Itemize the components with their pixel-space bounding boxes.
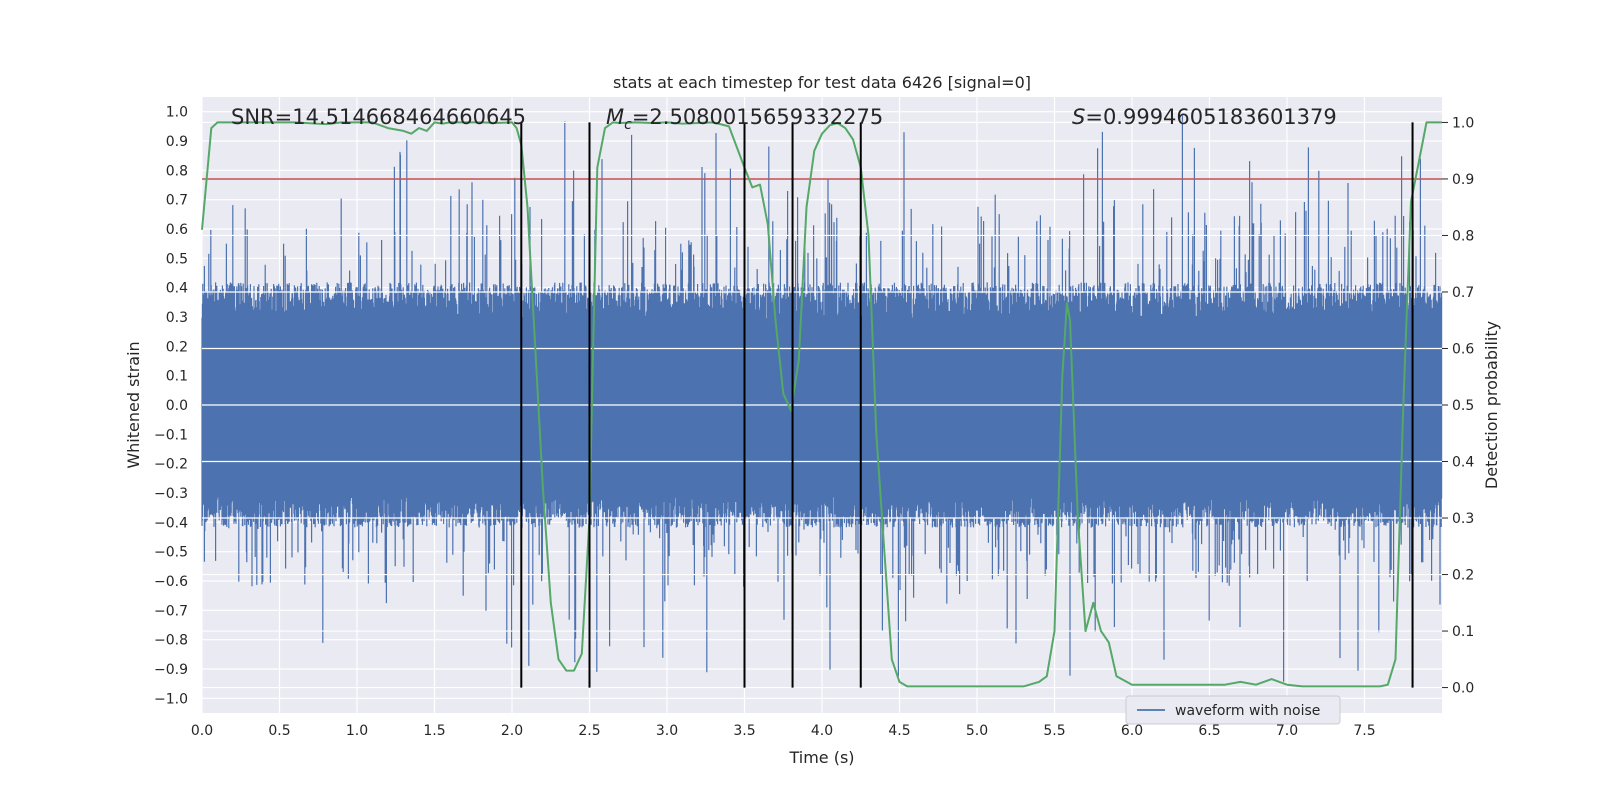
x-tick-label: 7.5 [1353,723,1375,739]
y-tick-label: −0.3 [154,486,188,502]
y-tick-label: 0.6 [166,222,188,238]
y-tick-label: 0.0 [166,398,188,414]
x-axis-label: Time (s) [788,748,854,767]
right-y-tick-label: 0.8 [1452,228,1474,244]
right-y-tick-label: 0.3 [1452,511,1474,527]
right-y-axis-ticks: 0.0 0.1 0.2 0.3 0.4 0.5 0.6 0.7 0.8 0.9 1.0 [1442,115,1474,697]
s-value: =0.9994605183601379 [1085,105,1336,129]
y-tick-label: 0.2 [166,339,188,355]
s-symbol: S [1072,105,1085,129]
x-tick-label: 3.5 [733,723,755,739]
y-tick-label: 0.8 [166,163,188,179]
x-tick-label: 0.0 [191,723,213,739]
x-tick-label: 6.0 [1121,723,1143,739]
right-y-axis-label: Detection probability [1482,321,1501,489]
x-axis-ticks: 0.0 0.5 1.0 1.5 2.0 2.5 3.0 3.5 4.0 4.5 5.0 5.5 6.0 6… [191,723,1376,739]
vertical-markers [520,122,1414,688]
x-tick-label: 6.5 [1198,723,1220,739]
y-tick-label: 0.4 [166,281,188,297]
chirp-mass-value: =2.5080015659332275 [632,105,883,129]
right-y-tick-label: 0.2 [1452,568,1474,584]
right-y-tick-label: 0.5 [1452,398,1474,414]
y-tick-label: −0.9 [154,662,188,678]
right-y-tick-label: 0.6 [1452,341,1474,357]
snr-annotation: SNR=14.514668464660645 [231,105,526,129]
x-tick-label: 7.0 [1276,723,1298,739]
y-tick-label: −0.7 [154,603,188,619]
legend-box [1125,695,1341,725]
x-tick-label: 4.0 [811,723,833,739]
y-tick-label: −0.2 [154,457,188,473]
s-annotation: S=0.9994605183601379 [1072,105,1337,129]
x-tick-label: 3.0 [656,723,678,739]
chart-title: stats at each timestep for test data 642… [613,73,1031,92]
y-tick-label: 0.9 [166,134,188,150]
right-y-tick-label: 0.9 [1452,172,1474,188]
right-y-tick-label: 0.7 [1452,285,1474,301]
chirp-mass-annotation: Mc=2.5080015659332275 [606,105,883,133]
probability-series [201,121,1442,688]
x-tick-label: 5.0 [966,723,988,739]
chirp-mass-symbol: M [606,105,624,129]
probability-line [201,121,1442,688]
chirp-mass-subscript: c [624,117,632,133]
right-y-tick-label: 0.1 [1452,624,1474,640]
right-y-tick-label: 0.4 [1452,455,1474,471]
legend: waveform with noise [1125,695,1341,725]
x-tick-label: 1.5 [423,723,445,739]
y-tick-label: 1.0 [166,105,188,121]
y-tick-label: −0.8 [154,633,188,649]
x-tick-label: 2.5 [578,723,600,739]
y-tick-label: −1.0 [154,691,188,707]
x-tick-label: 4.5 [888,723,910,739]
legend-label: waveform with noise [1175,703,1320,719]
y-tick-label: −0.5 [154,545,188,561]
y-tick-label: 0.7 [166,193,188,209]
y-axis-ticks: −1.0 −0.9 −0.8 −0.7 −0.6 −0.5 −0.4 −0.3 −0.2 −0.1… [154,105,188,708]
y-tick-label: 0.5 [166,251,188,267]
x-tick-label: 5.5 [1043,723,1065,739]
y-axis-label: Whitened strain [124,341,143,468]
y-tick-label: −0.4 [154,515,188,531]
right-y-tick-label: 0.0 [1452,681,1474,697]
y-tick-label: −0.6 [154,574,188,590]
y-tick-label: 0.3 [166,310,188,326]
x-tick-label: 0.5 [268,723,290,739]
y-tick-label: 0.1 [166,369,188,385]
right-y-tick-label: 1.0 [1452,115,1474,131]
y-tick-label: −0.1 [154,427,188,443]
x-tick-label: 1.0 [346,723,368,739]
x-tick-label: 2.0 [501,723,523,739]
